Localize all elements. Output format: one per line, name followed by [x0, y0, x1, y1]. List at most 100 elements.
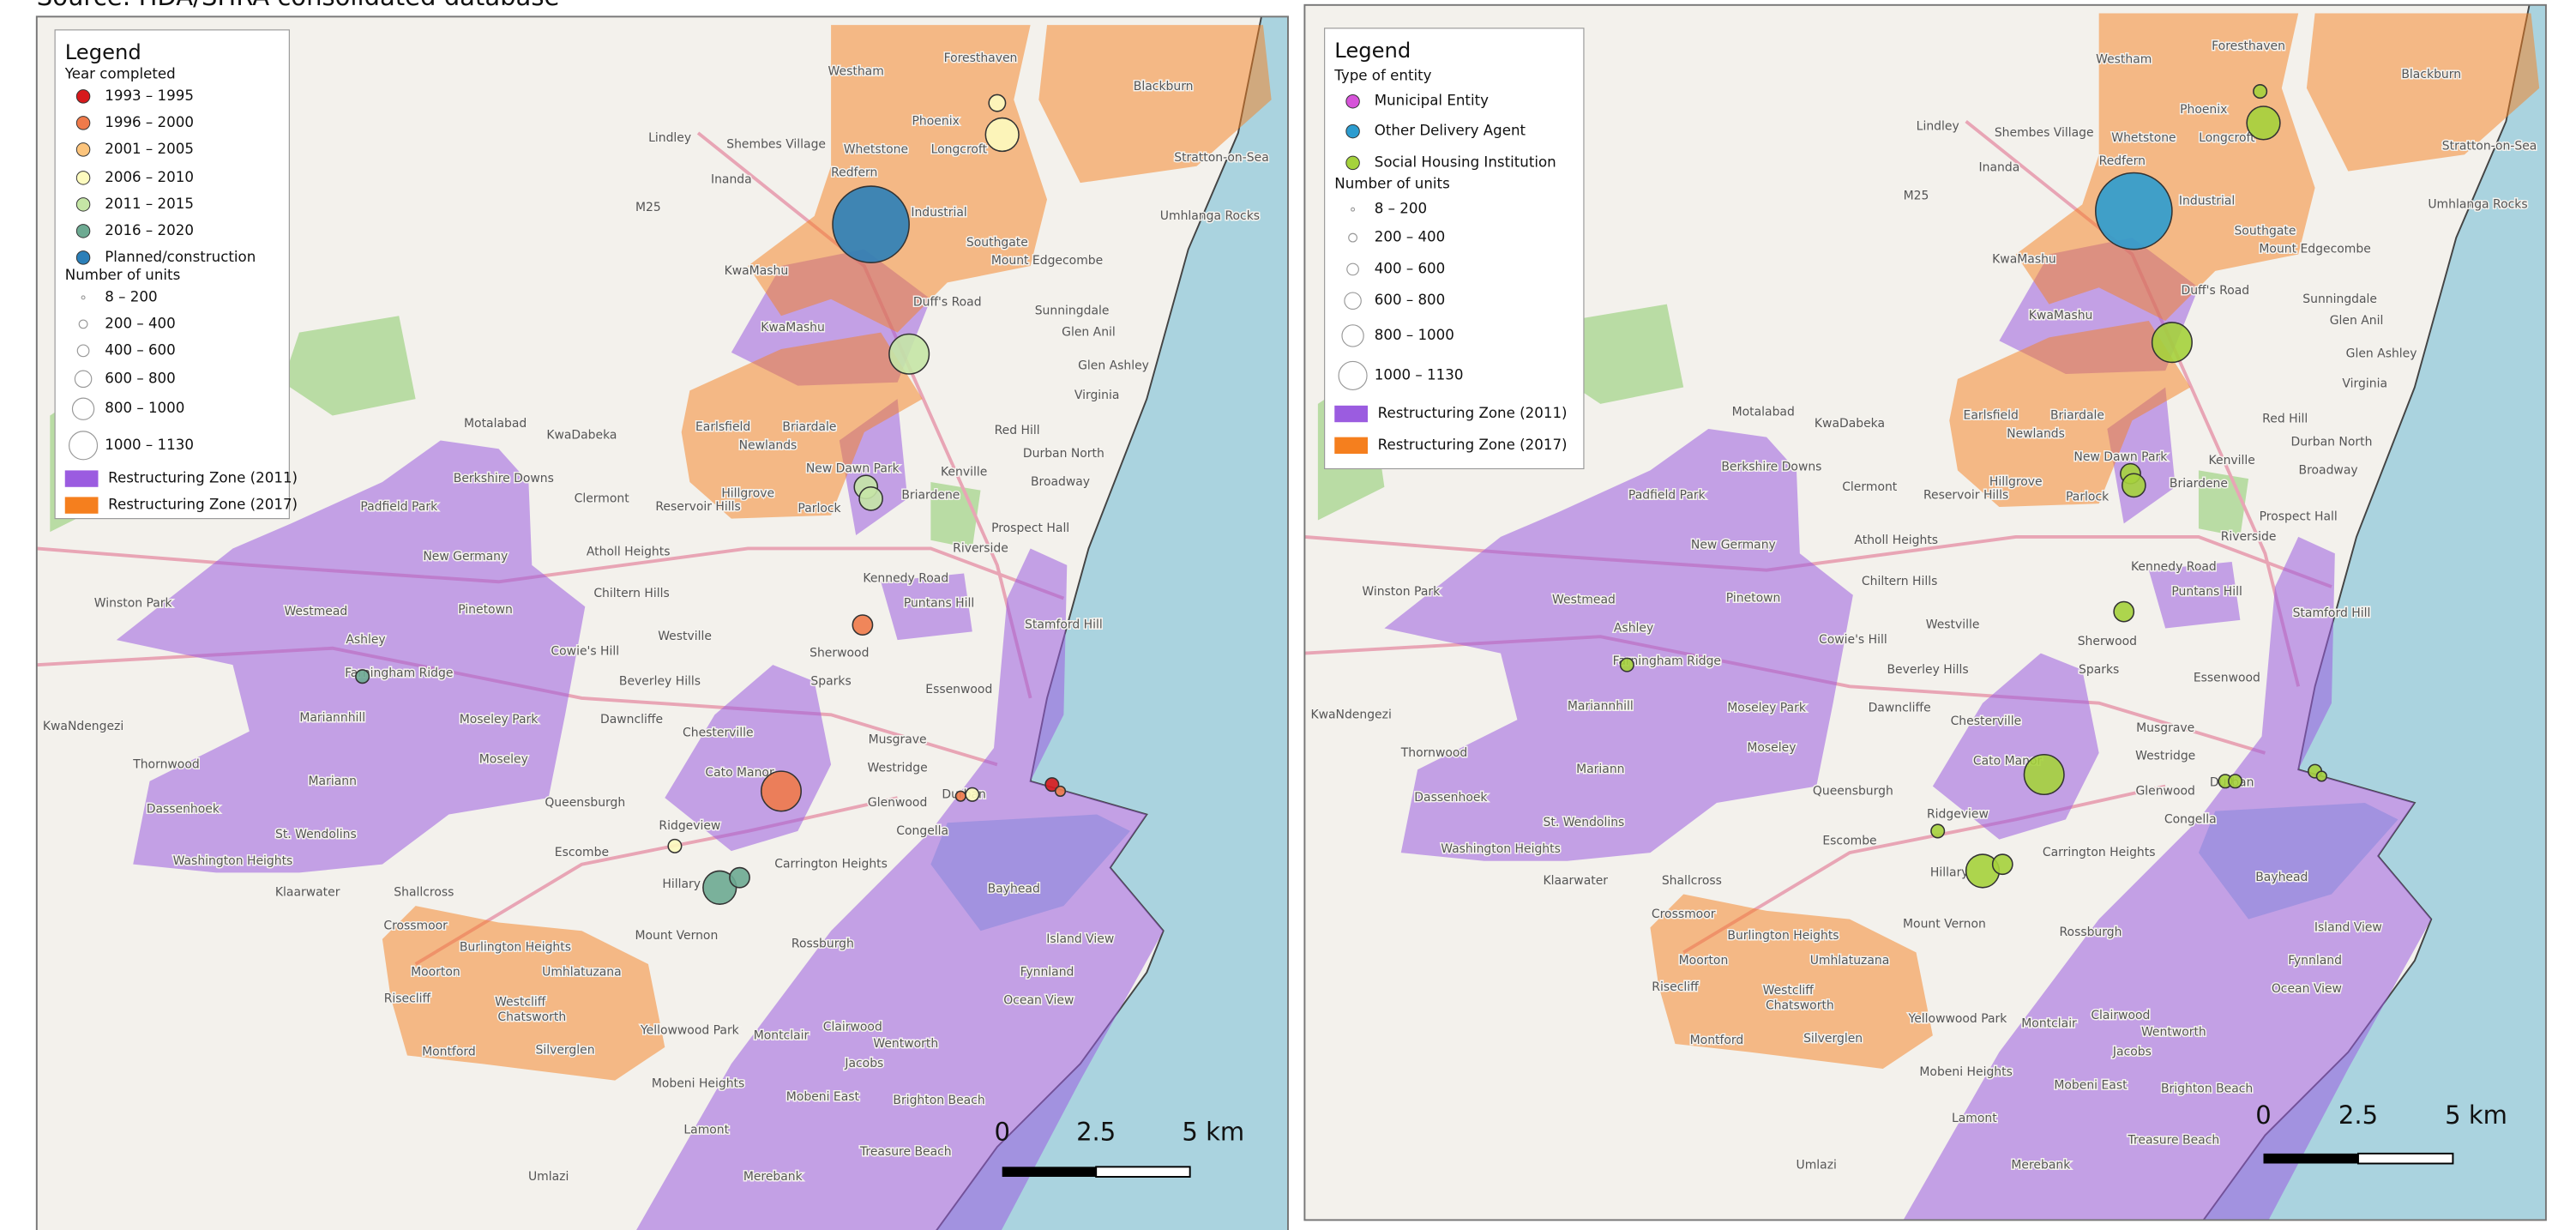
legend-label: Social Housing Institution: [1375, 154, 1556, 170]
restructuring-zone-2011: [636, 548, 1164, 1230]
legend-heading: Year completed: [64, 66, 176, 82]
legend-label: 800 – 1000: [1375, 327, 1454, 343]
place-label: Southgate: [2234, 224, 2296, 238]
place-label: Shallcross: [1662, 874, 1722, 888]
place-label: Musgrave: [869, 733, 927, 746]
place-label: Virginia: [2342, 377, 2387, 391]
place-label: New Dawn Park: [2073, 450, 2168, 464]
place-label: KwaMashu: [725, 264, 789, 278]
legend-symbol: [75, 116, 91, 130]
place-label: Beverley Hills: [619, 675, 701, 689]
place-label: Whetstone: [844, 142, 908, 156]
place-label: Wentworth: [2141, 1025, 2206, 1039]
place-label: Jacobs: [2112, 1046, 2152, 1059]
housing-project: [1054, 785, 1067, 797]
restructuring-zone-2011: [2148, 561, 2241, 629]
place-label: Cato Manor: [1973, 755, 2043, 769]
place-label: Mount Edgecombe: [991, 254, 1103, 268]
place-label: Briardene: [2170, 477, 2228, 491]
place-label: Briardene: [901, 488, 960, 502]
place-label: Island View: [2314, 920, 2382, 934]
place-label: Queensburgh: [1813, 784, 1893, 798]
legend-swatch: [1334, 437, 1369, 455]
place-label: Umhlanga Rocks: [1160, 209, 1260, 223]
place-label: Island View: [1046, 932, 1114, 946]
scale-label: 5 km: [1182, 1117, 1244, 1146]
place-label: Mount Vernon: [635, 929, 718, 943]
place-label: Glen Ashley: [1078, 359, 1149, 372]
place-label: Stratton-on-Sea: [1174, 151, 1269, 165]
legend-swatch: [64, 497, 99, 514]
place-label: Redfern: [2099, 154, 2146, 168]
legend-symbol: [75, 142, 91, 157]
place-label: Bayhead: [988, 883, 1040, 896]
place-label: Clermont: [1842, 480, 1898, 494]
legend-label: Restructuring Zone (2011): [1378, 405, 1568, 421]
place-label: Merebank: [743, 1170, 803, 1184]
place-label: Klaarwater: [1543, 874, 1608, 888]
place-label: Hillgrove: [1989, 475, 2043, 489]
scale-bar-black: [2263, 1153, 2358, 1164]
place-label: Brighton Beach: [893, 1094, 984, 1107]
restructuring-zone-2011: [881, 573, 972, 641]
place-label: Carrington Heights: [774, 858, 888, 871]
place-label: Musgrave: [2136, 721, 2194, 735]
place-label: Blackburn: [1134, 80, 1194, 93]
place-label: Padfield Park: [1628, 488, 1706, 502]
place-label: Mariann: [309, 775, 357, 788]
place-label: Foresthaven: [944, 51, 1018, 65]
place-label: Sparks: [2079, 663, 2119, 677]
place-label: Stratton-on-Sea: [2442, 140, 2537, 154]
place-label: Klaarwater: [275, 886, 340, 900]
map-content: Westham Foresthaven Phoenix Blackburn Lindle…: [1304, 4, 2546, 1221]
place-label: Burlington Heights: [460, 941, 571, 955]
scale-bar-black: [1002, 1167, 1097, 1177]
place-label: Congella: [2164, 812, 2217, 826]
place-label: Ashley: [346, 633, 385, 647]
map-content: Westham Foresthaven Phoenix Blackburn Lindle…: [36, 16, 1288, 1230]
place-label: Glenwood: [2135, 784, 2194, 798]
place-label: New Germany: [1691, 539, 1776, 552]
place-label: Sunningdale: [2302, 292, 2377, 306]
restructuring-zone-2011: [116, 440, 586, 873]
place-label: Dassenhoek: [1414, 791, 1488, 805]
map: Westham Foresthaven Phoenix Blackburn Lindle…: [1303, 3, 2547, 1221]
place-label: Escombe: [1822, 835, 1876, 848]
housing-project: [954, 790, 966, 802]
place-label: Crossmoor: [383, 919, 448, 932]
place-label: Clermont: [575, 491, 630, 505]
place-label: Mariannhill: [1568, 700, 1634, 714]
place-label: Essenwood: [2194, 672, 2260, 685]
place-label: Clairwood: [823, 1021, 882, 1034]
place-label: Glenwood: [868, 796, 927, 810]
place-label: Montford: [1690, 1034, 1744, 1047]
legend-size-symbol: [76, 344, 90, 358]
place-label: Cato Manor: [705, 766, 774, 780]
housing-project: [729, 866, 750, 889]
place-label: Fynnland: [2288, 954, 2342, 968]
housing-project: [2246, 106, 2281, 141]
place-label: New Dawn Park: [806, 461, 900, 475]
legend-label: Planned/construction: [105, 249, 256, 265]
place-label: Newlands: [2007, 427, 2065, 441]
place-label: Duff's Road: [913, 296, 982, 310]
restructuring-zone-2017: [382, 906, 665, 1081]
place-label: St. Wendolins: [1544, 816, 1625, 829]
place-label: Silverglen: [536, 1044, 595, 1058]
place-label: Industrial: [2179, 194, 2235, 208]
legend-label: 1000 – 1130: [105, 437, 194, 453]
place-label: Durban North: [1023, 447, 1104, 461]
place-label: Washington Heights: [173, 854, 293, 868]
legend-label: Restructuring Zone (2017): [108, 497, 298, 513]
place-label: Congella: [896, 824, 948, 838]
place-label: Umhlatuzana: [542, 966, 622, 980]
legend-size-symbol: [1344, 292, 1362, 311]
scale-bar-white: [2356, 1152, 2454, 1165]
housing-project: [355, 669, 370, 684]
restructuring-zone-2017: [1949, 321, 2191, 508]
place-label: Lindley: [648, 131, 691, 145]
place-label: Thornwood: [132, 757, 200, 771]
restructuring-zone-2011: [1384, 428, 1853, 861]
legend-label: 2011 – 2015: [105, 196, 194, 212]
place-label: Risecliff: [384, 992, 431, 1006]
